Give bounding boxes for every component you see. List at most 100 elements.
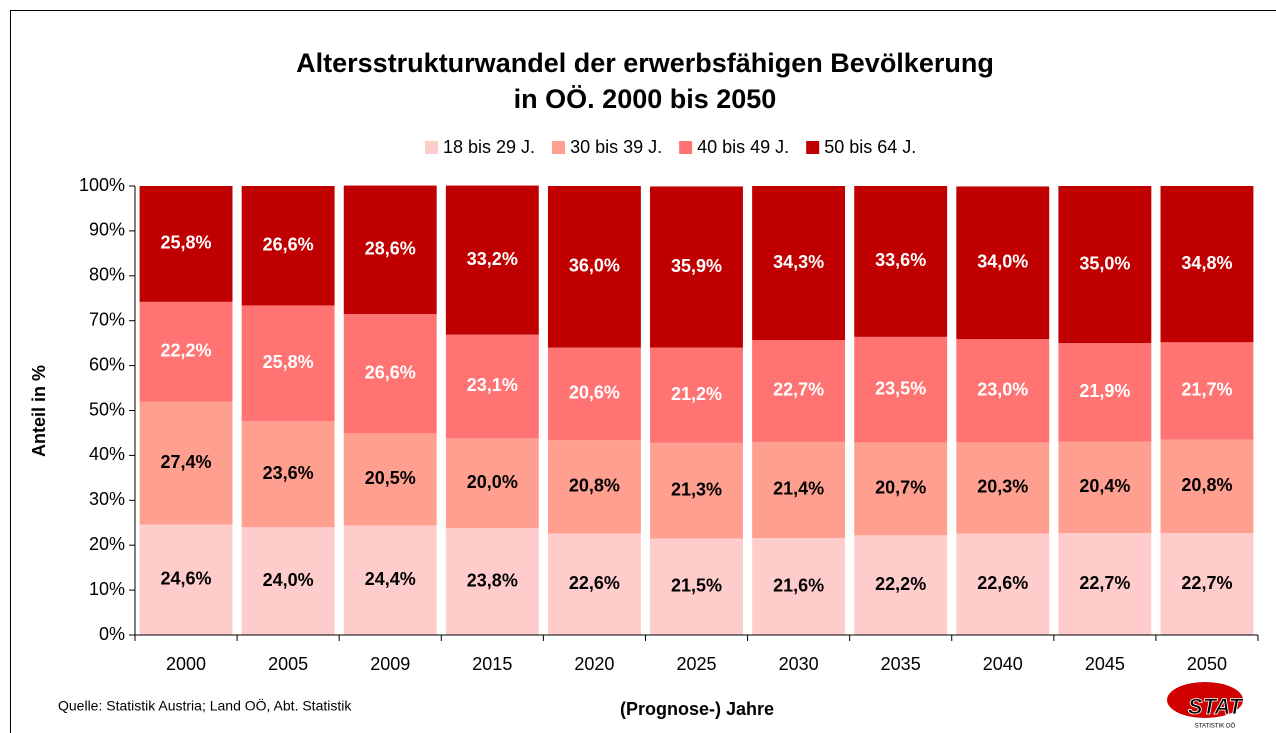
data-label: 28,6%	[365, 239, 416, 259]
data-label: 24,0%	[263, 570, 314, 590]
legend-label: 40 bis 49 J.	[697, 137, 789, 157]
y-tick-label: 30%	[89, 489, 125, 509]
data-label: 22,7%	[1181, 573, 1232, 593]
bar-segment	[854, 336, 948, 443]
logo-shape	[1167, 682, 1243, 718]
data-label: 35,9%	[671, 256, 722, 276]
bar-segment	[547, 186, 641, 348]
bar-segment	[1160, 186, 1254, 343]
y-tick-label: 100%	[79, 175, 125, 195]
chart-title: Altersstrukturwandel der erwerbsfähigen …	[296, 48, 994, 78]
bar-segment	[445, 334, 539, 439]
y-tick-label: 50%	[89, 399, 125, 419]
legend-label: 30 bis 39 J.	[570, 137, 662, 157]
data-label: 22,7%	[773, 380, 824, 400]
bar-segment	[343, 433, 437, 526]
bar-segment	[650, 347, 743, 443]
data-label: 22,6%	[977, 573, 1028, 593]
data-label: 22,7%	[1079, 573, 1130, 593]
x-tick-label: 2015	[472, 654, 512, 674]
bar-segment	[854, 442, 948, 536]
bar-segment	[1160, 342, 1254, 440]
bar-segment	[547, 347, 641, 441]
bar-segment	[241, 186, 335, 306]
y-axis-label: Anteil in %	[29, 365, 49, 457]
data-label: 20,6%	[569, 383, 620, 403]
data-label: 21,7%	[1181, 380, 1232, 400]
data-label: 21,9%	[1079, 381, 1130, 401]
bar-segment	[547, 440, 641, 534]
data-label: 20,8%	[569, 476, 620, 496]
data-label: 33,2%	[467, 249, 518, 269]
bar-segment	[241, 421, 335, 528]
source-note: Quelle: Statistik Austria; Land OÖ, Abt.…	[58, 697, 352, 714]
logo-subtext: STATISTIK OÖ	[1195, 723, 1236, 730]
legend-label: 50 bis 64 J.	[824, 137, 916, 157]
bar-segment	[854, 186, 948, 337]
data-label: 22,6%	[569, 573, 620, 593]
data-label: 24,4%	[365, 569, 416, 589]
data-label: 21,6%	[773, 575, 824, 595]
chart-title: in OÖ. 2000 bis 2050	[514, 84, 777, 114]
x-tick-label: 2045	[1085, 654, 1125, 674]
data-label: 34,3%	[773, 252, 824, 272]
x-tick-label: 2005	[268, 654, 308, 674]
legend-swatch	[679, 141, 693, 154]
data-label: 20,0%	[467, 472, 518, 492]
data-label: 35,0%	[1079, 253, 1130, 273]
data-label: 21,3%	[671, 479, 722, 499]
bar-segment	[752, 186, 846, 341]
bar-segment	[956, 339, 1050, 443]
data-label: 21,4%	[773, 479, 824, 499]
bar-segment	[956, 186, 1050, 340]
bar-segment	[956, 533, 1050, 635]
x-tick-label: 2009	[370, 654, 410, 674]
x-tick-label: 2035	[881, 654, 921, 674]
bar-segment	[343, 525, 437, 635]
bar-segment	[1058, 343, 1152, 442]
bar-segment	[139, 301, 233, 402]
x-tick-label: 2025	[676, 654, 716, 674]
legend-label: 18 bis 29 J.	[443, 137, 535, 157]
bar-segment	[752, 441, 846, 539]
data-label: 20,7%	[875, 478, 926, 498]
legend-swatch	[552, 141, 566, 154]
data-label: 33,6%	[875, 250, 926, 270]
bar-segment	[752, 538, 846, 635]
data-label: 27,4%	[161, 452, 212, 472]
data-label: 22,2%	[875, 574, 926, 594]
data-label: 36,0%	[569, 256, 620, 276]
bar-segment	[445, 185, 539, 335]
data-label: 22,2%	[161, 340, 212, 360]
data-label: 23,1%	[467, 375, 518, 395]
y-tick-label: 20%	[89, 534, 125, 554]
x-tick-label: 2040	[983, 654, 1023, 674]
data-label: 23,6%	[263, 463, 314, 483]
bar-segment	[1058, 533, 1152, 635]
logo: STAT STATISTIK OÖ	[1167, 682, 1244, 730]
data-label: 20,8%	[1181, 475, 1232, 495]
bar-segment	[139, 186, 233, 302]
y-tick-label: 70%	[89, 309, 125, 329]
data-label: 25,8%	[263, 352, 314, 372]
legend-swatch	[425, 141, 438, 154]
bar-segment	[343, 185, 437, 314]
data-label: 24,6%	[161, 569, 212, 589]
bar-segment	[1160, 439, 1254, 534]
data-label: 21,2%	[671, 384, 722, 404]
x-axis-label: (Prognose-) Jahre	[620, 699, 774, 719]
data-label: 26,6%	[365, 362, 416, 382]
bar-segment	[241, 527, 335, 635]
bar-segment	[445, 438, 539, 529]
y-tick-label: 0%	[99, 624, 125, 644]
data-label: 23,5%	[875, 378, 926, 398]
y-tick-label: 10%	[89, 579, 125, 599]
bar-segment	[854, 535, 948, 635]
data-label: 23,0%	[977, 379, 1028, 399]
legend-swatch	[806, 141, 820, 154]
bar-segment	[650, 186, 743, 348]
bar-segment	[956, 442, 1050, 534]
bar-segment	[547, 533, 641, 635]
bar-segment	[1160, 533, 1254, 635]
